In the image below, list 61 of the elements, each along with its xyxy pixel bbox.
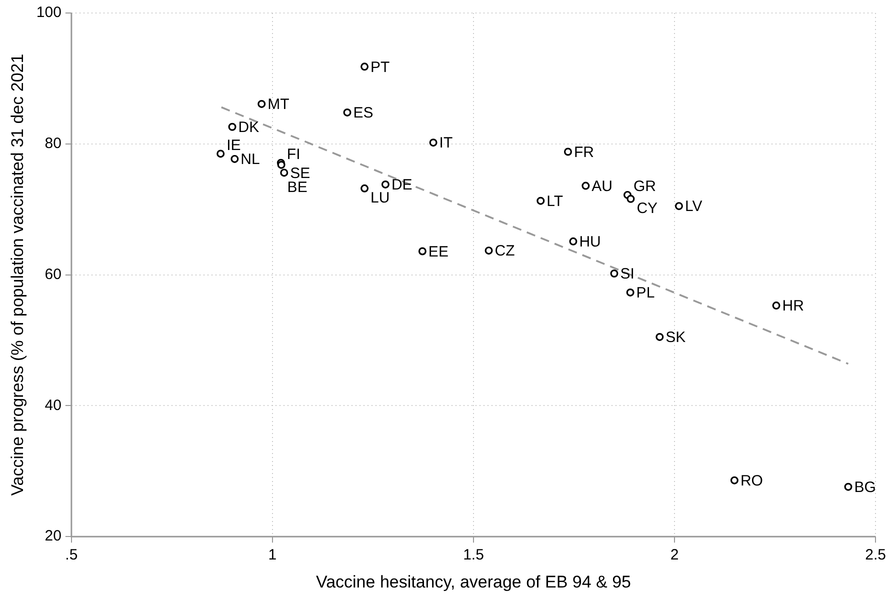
y-tick-label: 100 xyxy=(36,4,62,22)
annotation: AU xyxy=(592,178,613,195)
point xyxy=(564,148,572,156)
annotation: SK xyxy=(666,329,686,346)
x-axis-title: Vaccine hesitancy, average of EB 94 & 95 xyxy=(316,572,632,592)
annotation: IE xyxy=(226,136,241,154)
point xyxy=(730,476,738,484)
y-axis-title: Vaccine progress (% of population vaccinated 31 dec 2021 xyxy=(8,54,27,496)
annotation: LT xyxy=(546,192,564,210)
annotation: FR xyxy=(574,144,594,161)
annotation: ES xyxy=(353,104,374,122)
x-tick-label: .5 xyxy=(65,546,78,564)
point xyxy=(228,122,236,131)
annotation: DK xyxy=(238,119,260,136)
point xyxy=(610,269,618,278)
annotation: GR xyxy=(633,178,656,196)
x-tick-label: 1 xyxy=(268,546,277,564)
point xyxy=(536,196,545,205)
point xyxy=(674,202,683,210)
point xyxy=(626,288,634,296)
annotation: EE xyxy=(428,243,448,260)
point xyxy=(360,62,369,71)
annotation: MT xyxy=(268,96,290,114)
annotation: CY xyxy=(636,200,658,218)
annotation: CZ xyxy=(494,242,515,260)
point xyxy=(626,194,635,203)
y-tick-label: 20 xyxy=(44,528,62,545)
x-tick-label: 2 xyxy=(670,546,679,564)
y-tick-label: 40 xyxy=(44,396,62,414)
annotation: NL xyxy=(240,151,260,168)
point xyxy=(216,150,225,158)
annotation: LV xyxy=(684,198,702,216)
point xyxy=(360,184,369,192)
annotation: SI xyxy=(620,266,634,283)
point xyxy=(569,237,578,246)
annotation: FI xyxy=(286,146,300,164)
y-tick-label: 80 xyxy=(44,135,62,152)
point xyxy=(343,108,352,116)
annotation: PL xyxy=(636,284,655,302)
annotation: BG xyxy=(854,479,876,496)
point xyxy=(230,154,239,163)
annotation: DE xyxy=(391,176,412,194)
point xyxy=(484,246,493,255)
y-tick-label: 60 xyxy=(44,266,62,283)
annotation: RO xyxy=(740,472,763,490)
point xyxy=(429,138,438,147)
x-tick-label: 1.5 xyxy=(463,546,484,564)
x-tick-label: 2.5 xyxy=(865,546,886,564)
point xyxy=(582,182,590,190)
annotation: PT xyxy=(370,58,390,76)
annotation: LU xyxy=(370,190,390,207)
point xyxy=(656,332,664,341)
point xyxy=(772,302,780,310)
annotation: HR xyxy=(782,298,804,315)
point xyxy=(280,168,288,177)
point xyxy=(418,247,426,256)
annotation: IT xyxy=(439,134,453,152)
point xyxy=(844,482,852,491)
annotation: HU xyxy=(579,234,601,251)
point xyxy=(381,180,390,188)
point xyxy=(258,100,266,108)
